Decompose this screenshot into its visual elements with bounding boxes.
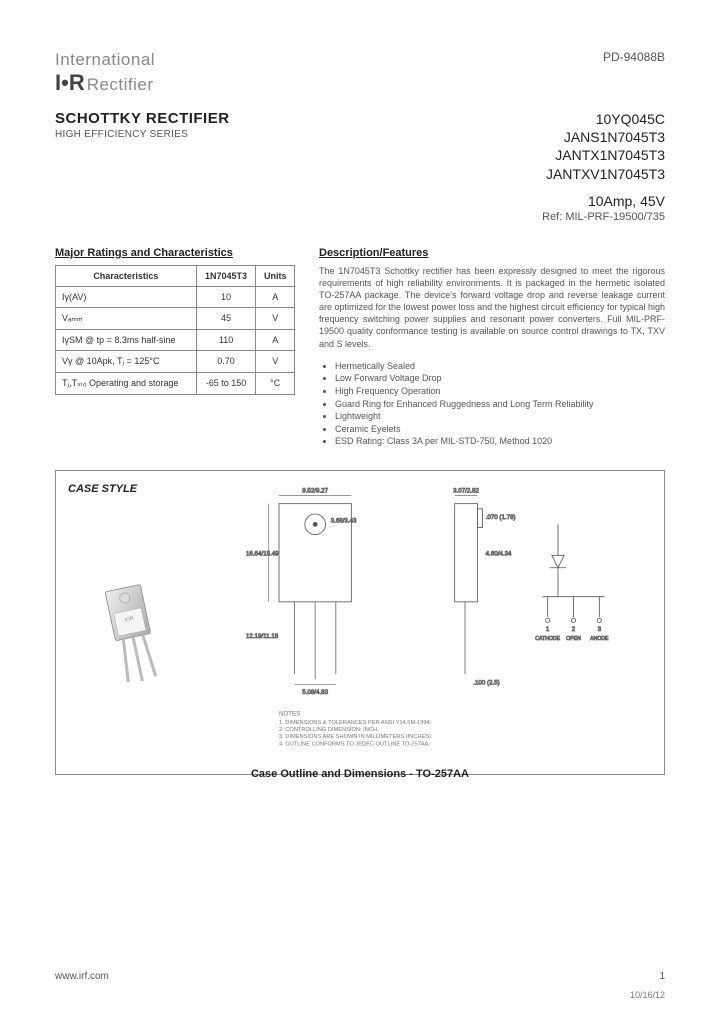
rating-line: 10Amp, 45V — [542, 193, 665, 209]
svg-text:9.52/9.27: 9.52/9.27 — [302, 487, 328, 494]
logo-ior: I•R — [55, 70, 85, 96]
table-header: Units — [256, 265, 295, 286]
feature-item: High Frequency Operation — [335, 385, 665, 398]
description-title: Description/Features — [319, 247, 665, 259]
svg-text:ANODE: ANODE — [590, 636, 609, 642]
product-title: SCHOTTKY RECTIFIER — [55, 110, 230, 127]
part-number: JANS1N7045T3 — [542, 128, 665, 146]
svg-text:3.68/3.43: 3.68/3.43 — [331, 517, 357, 524]
svg-text:3.07/2.82: 3.07/2.82 — [453, 487, 479, 494]
svg-text:12.19/11.18: 12.19/11.18 — [246, 633, 279, 640]
ratings-table: Characteristics 1N7045T3 Units Iγ(AV)10A… — [55, 265, 295, 395]
feature-item: Ceramic Eyelets — [335, 423, 665, 436]
table-cell: 10 — [196, 286, 256, 307]
svg-text:.100 (2.5): .100 (2.5) — [473, 679, 499, 686]
svg-text:NOTES: NOTES — [279, 710, 300, 717]
table-header: Characteristics — [56, 265, 197, 286]
feature-item: Hermetically Sealed — [335, 360, 665, 373]
svg-text:3. DIMENSIONS ARE SHOWN IN MIL: 3. DIMENSIONS ARE SHOWN IN MILLIMETERS (… — [279, 734, 433, 740]
logo-line1: International — [55, 50, 155, 70]
table-cell: Vₐₘₘ — [56, 307, 197, 329]
table-cell: 45 — [196, 307, 256, 329]
svg-text:2. CONTROLLING DIMENSION: INCH: 2. CONTROLLING DIMENSION: INCH. — [279, 727, 379, 733]
svg-text:.070 (1.78): .070 (1.78) — [486, 514, 516, 521]
company-logo: International I•R Rectifier — [55, 50, 155, 96]
svg-text:CATHODE: CATHODE — [535, 636, 560, 642]
logo-rectifier: Rectifier — [87, 75, 154, 95]
footer-page: 1 — [659, 971, 665, 982]
feature-item: Low Forward Voltage Drop — [335, 372, 665, 385]
product-subtitle: HIGH EFFICIENCY SERIES — [55, 129, 230, 140]
table-cell: Tⱼ,Tₛₜₒ Operating and storage — [56, 372, 197, 394]
svg-text:OPEN: OPEN — [566, 636, 581, 642]
part-number-list: 10YQ045C JANS1N7045T3 JANTX1N7045T3 JANT… — [542, 110, 665, 223]
svg-text:16.64/15.49: 16.64/15.49 — [246, 550, 279, 557]
reference-line: Ref: MIL-PRF-19500/735 — [542, 211, 665, 223]
svg-text:4.60/4.34: 4.60/4.34 — [486, 550, 512, 557]
case-caption: Case Outline and Dimensions - TO-257AA — [68, 768, 652, 780]
svg-text:4. OUTLINE CONFORMS TO JEDEC O: 4. OUTLINE CONFORMS TO JEDEC OUTLINE TO-… — [279, 741, 430, 747]
table-cell: IγSM @ tp = 8.3ms half-sine — [56, 329, 197, 350]
table-cell: V — [256, 350, 295, 372]
table-cell: -65 to 150 — [196, 372, 256, 394]
footer-url: www.irf.com — [55, 971, 109, 982]
case-style-label: CASE STYLE — [68, 483, 198, 495]
table-cell: V — [256, 307, 295, 329]
feature-item: Lightweight — [335, 410, 665, 423]
description-text: The 1N7045T3 Schottky rectifier has been… — [319, 265, 665, 350]
footer-date: 10/16/12 — [630, 990, 665, 1000]
svg-text:1: 1 — [546, 626, 550, 633]
package-photo: IOR — [68, 503, 198, 762]
table-cell: 110 — [196, 329, 256, 350]
feature-item: Guard Ring for Enhanced Ruggedness and L… — [335, 398, 665, 411]
part-number: JANTXV1N7045T3 — [542, 165, 665, 183]
table-cell: 0.70 — [196, 350, 256, 372]
svg-text:2: 2 — [572, 626, 576, 633]
table-cell: Iγ(AV) — [56, 286, 197, 307]
svg-text:5.08/4.83: 5.08/4.83 — [302, 689, 328, 696]
table-cell: Vγ @ 10Apk, Tⱼ = 125°C — [56, 350, 197, 372]
document-number: PD-94088B — [603, 50, 665, 64]
part-number: JANTX1N7045T3 — [542, 146, 665, 164]
features-list: Hermetically SealedLow Forward Voltage D… — [319, 360, 665, 448]
feature-item: ESD Rating: Class 3A per MIL-STD-750, Me… — [335, 435, 665, 448]
case-style-box: CASE STYLE IOR — [55, 470, 665, 775]
page-footer: www.irf.com 1 — [55, 971, 665, 982]
ratings-title: Major Ratings and Characteristics — [55, 247, 295, 259]
part-number: 10YQ045C — [542, 110, 665, 128]
case-outline-drawing: 9.52/9.27 16.64/15.49 3.68/3.43 5.08/4.8… — [216, 483, 652, 762]
svg-text:1. DIMENSIONS & TOLERANCES PER: 1. DIMENSIONS & TOLERANCES PER ANSI Y14.… — [279, 720, 432, 726]
table-header: 1N7045T3 — [196, 265, 256, 286]
svg-text:3: 3 — [598, 626, 602, 633]
table-cell: A — [256, 286, 295, 307]
table-cell: °C — [256, 372, 295, 394]
table-cell: A — [256, 329, 295, 350]
